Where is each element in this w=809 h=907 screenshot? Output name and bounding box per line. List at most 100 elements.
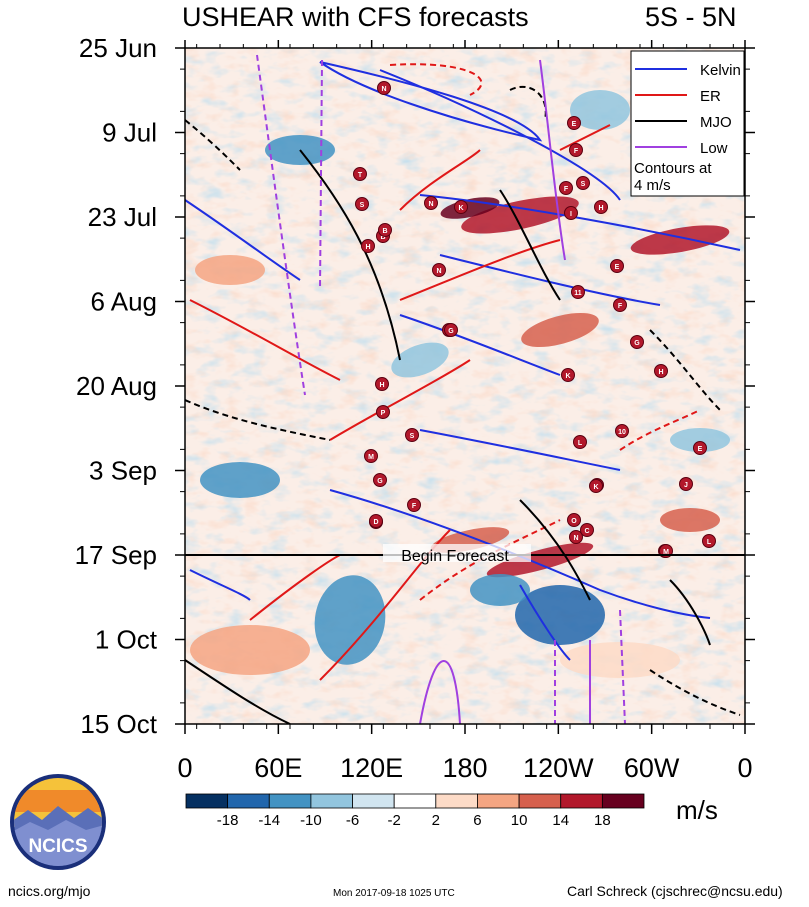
colorbar-label: 6 <box>473 812 481 829</box>
y-tick-label: 20 Aug <box>76 371 157 401</box>
storm-marker <box>405 428 419 442</box>
contour-line <box>399 239 561 301</box>
storm-marker <box>702 534 716 548</box>
colorbar-swatch <box>477 793 520 809</box>
storm-label: K <box>593 484 598 491</box>
contour-line <box>439 254 661 306</box>
colorbar-swatch <box>435 793 478 809</box>
storm-label: F <box>564 186 569 193</box>
footer-timestamp: Mon 2017-09-18 1025 UTC <box>333 888 455 899</box>
storm-marker <box>377 81 391 95</box>
colorbar-swatch <box>310 793 353 809</box>
storm-marker <box>613 298 627 312</box>
colorbar-swatch <box>352 793 395 809</box>
legend-label: MJO <box>700 114 732 131</box>
contour-line <box>649 669 741 716</box>
storm-label: 10 <box>618 429 626 436</box>
storm-label: S <box>581 181 586 188</box>
storm-marker <box>364 449 378 463</box>
contour-line <box>419 429 621 471</box>
storm-marker <box>594 200 608 214</box>
storm-marker <box>573 435 587 449</box>
storm-label: H <box>379 382 384 389</box>
colorbar-label: 10 <box>511 812 528 829</box>
shear-anomaly <box>660 508 720 532</box>
y-tick-label: 25 Jun <box>79 33 157 63</box>
storm-label: N <box>573 535 578 542</box>
y-tick-label: 15 Oct <box>80 709 157 739</box>
contour-line <box>619 609 626 724</box>
contour-line <box>419 660 461 724</box>
contour-line <box>249 554 341 621</box>
storm-label: S <box>360 202 365 209</box>
storm-label: O <box>571 518 577 525</box>
colorbar-label: -10 <box>300 812 322 829</box>
contour-line <box>389 63 483 96</box>
contour-line <box>559 124 611 151</box>
legend-note: 4 m/s <box>634 177 671 194</box>
colorbar-swatch <box>518 793 562 809</box>
storm-label: N <box>381 86 386 93</box>
colorbar-label: -18 <box>217 812 239 829</box>
x-tick-label: 120E <box>340 753 403 783</box>
shear-anomaly <box>461 196 579 234</box>
storm-marker <box>561 368 575 382</box>
shear-anomaly <box>630 225 730 255</box>
storm-label: B <box>380 234 385 241</box>
colorbar-swatch <box>560 793 603 809</box>
colorbar-units: m/s <box>676 795 718 825</box>
storm-label: M <box>368 454 374 461</box>
contour-line <box>319 529 451 681</box>
colorbar-label: 18 <box>594 812 611 829</box>
contour-line <box>189 569 251 601</box>
storm-marker <box>564 206 578 220</box>
storm-marker <box>580 523 594 537</box>
storm-label: H <box>658 369 663 376</box>
colorbar-swatch <box>601 793 645 809</box>
storm-label: E <box>615 264 620 271</box>
storm-label: G <box>377 478 383 485</box>
storm-marker <box>378 223 392 237</box>
contour-line <box>519 499 591 601</box>
storm-label: C <box>584 528 589 535</box>
storm-label: T <box>358 172 363 179</box>
storm-label: J <box>684 482 688 489</box>
legend-label: ER <box>700 88 721 105</box>
storm-label: E <box>698 446 703 453</box>
contour-line <box>189 299 341 381</box>
colorbar-swatch <box>393 793 437 809</box>
forecast-label-bg <box>383 544 531 562</box>
contour-line <box>185 399 331 441</box>
colorbar-swatch <box>227 793 270 809</box>
colorbar-label: 2 <box>432 812 440 829</box>
x-tick-label: 60E <box>254 753 302 783</box>
storm-marker <box>576 176 590 190</box>
contour-line <box>399 149 481 211</box>
storm-marker <box>361 239 375 253</box>
storm-label: H <box>598 205 603 212</box>
storm-marker <box>567 116 581 130</box>
shear-anomaly <box>515 585 605 645</box>
storm-label: B <box>382 228 387 235</box>
shear-anomaly <box>470 574 530 606</box>
svg-text:NCICS: NCICS <box>28 836 87 857</box>
legend-label: Kelvin <box>700 62 741 79</box>
storm-label: F <box>618 303 623 310</box>
chart-title: USHEAR with CFS forecasts <box>182 2 529 32</box>
storm-label: P <box>381 410 386 417</box>
colorbar-label: -6 <box>346 812 359 829</box>
footer-author: Carl Schreck (cjschrec@ncsu.edu) <box>567 883 783 899</box>
storm-label: H <box>365 244 370 251</box>
storm-label: F <box>412 503 417 510</box>
storm-label: D <box>373 519 378 526</box>
contour-line <box>185 119 241 171</box>
contour-line <box>299 149 401 361</box>
contour-line <box>329 489 711 619</box>
colorbar-swatch <box>185 793 229 809</box>
storm-marker <box>454 200 468 214</box>
storm-label: E <box>572 121 577 128</box>
storm-marker <box>630 335 644 349</box>
shear-anomaly <box>200 462 280 498</box>
storm-label: I <box>570 211 572 218</box>
